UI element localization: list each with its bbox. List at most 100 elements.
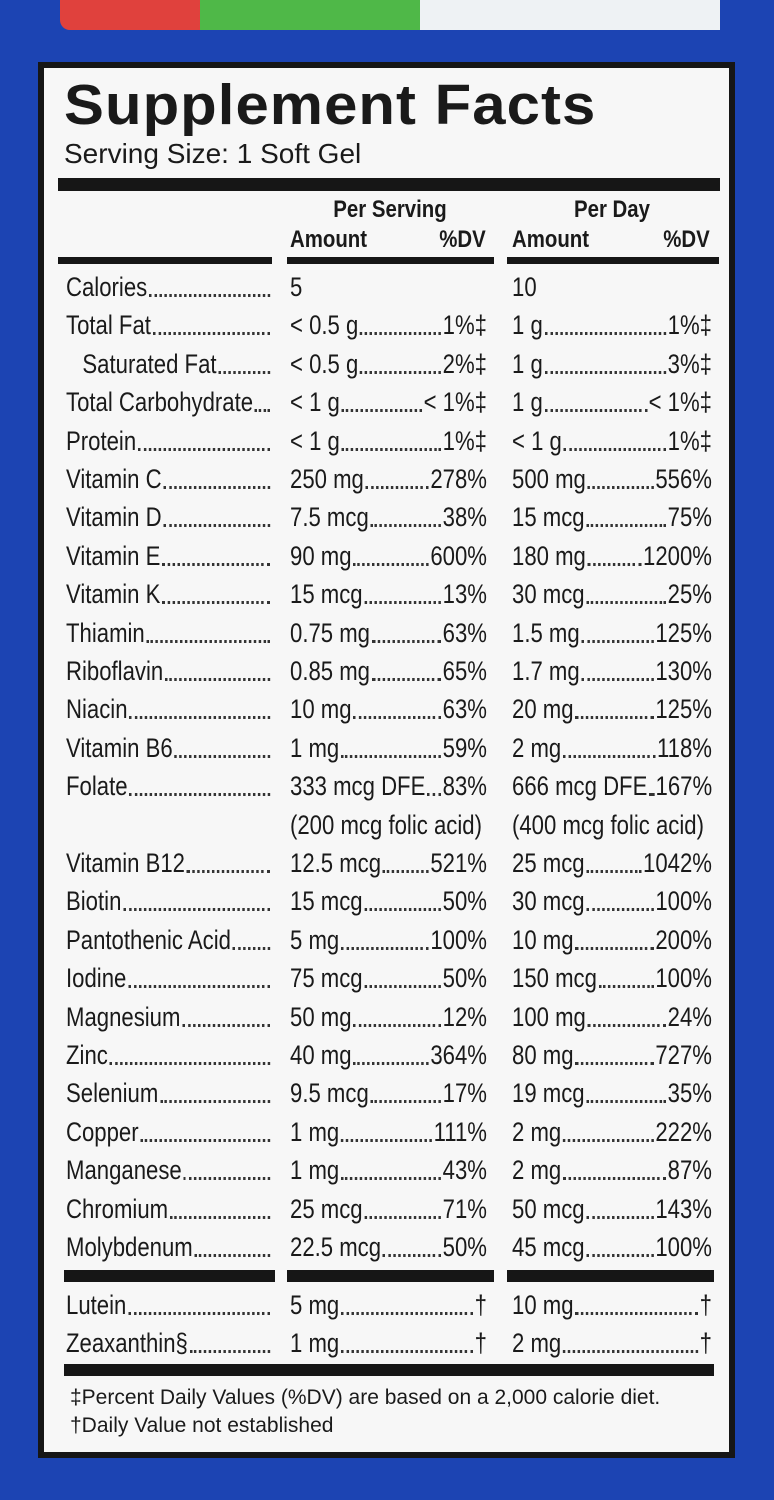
cell-inner: 100 mg 24% <box>512 998 712 1036</box>
dot-leader <box>586 1215 654 1219</box>
dot-leader <box>364 1215 442 1219</box>
cell: 20 mg 125% <box>512 690 712 728</box>
daily-value: 100% <box>655 886 712 917</box>
cell-inner: 2 mg 222% <box>512 1113 712 1151</box>
cell-inner: 1.7 mg 130% <box>512 652 712 690</box>
rule <box>507 257 719 264</box>
cell: 10 <box>512 268 712 306</box>
amount: 7.5 mcg <box>290 502 369 533</box>
cell-inner: Zinc <box>66 1036 272 1074</box>
dot-leader <box>218 370 271 374</box>
daily-value: 125% <box>655 694 712 725</box>
amount: < 1 g <box>290 387 340 418</box>
cell-inner: (400 mcg folic acid) <box>512 806 712 844</box>
cell-inner: 1 mg 43% <box>290 1151 487 1189</box>
amount: 0.85 mg <box>290 656 371 686</box>
cell-inner: Selenium <box>66 1074 272 1112</box>
cell-inner: 12.5 mcg 521% <box>290 844 487 882</box>
rule <box>287 257 494 264</box>
cell-inner: 22.5 mcg 50% <box>290 1228 487 1266</box>
cell-inner: Vitamin K <box>66 575 272 613</box>
daily-value: 118% <box>656 732 712 763</box>
cell-inner: 1 mg 59% <box>290 729 487 767</box>
amount: 90 mg <box>290 540 352 571</box>
cell: Manganese <box>66 1151 272 1189</box>
cell: 1.7 mg 130% <box>512 652 712 690</box>
amount: 1 mg <box>290 1116 340 1147</box>
cell: 5 mg † <box>290 1286 487 1324</box>
cell: 80 mg 727% <box>512 1036 712 1074</box>
cell-inner: 40 mg 364% <box>290 1036 487 1074</box>
amount: 30 mcg <box>512 886 585 917</box>
daily-value: † <box>474 1327 487 1358</box>
cell: 15 mcg 13% <box>290 575 487 613</box>
amount: 10 <box>512 272 537 302</box>
cell: 1.5 mg 125% <box>512 614 712 652</box>
amount: 25 mcg <box>290 1193 363 1224</box>
dot-leader <box>183 1177 271 1181</box>
dot-leader <box>353 1023 442 1027</box>
daily-value: 50% <box>442 1232 487 1262</box>
cell: 0.75 mg 63% <box>290 614 487 652</box>
cell: 10 mg 200% <box>512 921 712 959</box>
dot-leader <box>182 1023 271 1027</box>
dot-leader <box>581 639 654 643</box>
cell: 250 mg 278% <box>290 460 487 498</box>
cell-inner: Total Fat <box>66 306 272 344</box>
cell-inner: 250 mg 278% <box>290 460 487 498</box>
nutrient-name: Biotin <box>66 886 122 917</box>
cell: < 1 g 1%‡ <box>512 422 712 460</box>
cell: Selenium <box>66 1074 272 1112</box>
nutrient-name: Chromium <box>66 1193 169 1224</box>
daily-value: 2%‡ <box>442 348 487 379</box>
dot-leader <box>341 409 422 413</box>
cell: < 1 g 1%‡ <box>290 422 487 460</box>
daily-value: 13% <box>442 579 487 610</box>
cell: Molybdenum <box>66 1228 272 1266</box>
cell: 1 g 1%‡ <box>512 306 712 344</box>
cell-inner: 10 mg 200% <box>512 921 712 959</box>
cell-inner: Vitamin C <box>66 460 272 498</box>
cell-inner: 2 mg 87% <box>512 1151 712 1189</box>
footnote: †Daily Value not established <box>70 1414 334 1437</box>
dot-leader <box>340 1312 474 1315</box>
rule <box>58 257 272 264</box>
cell: 5 <box>290 268 487 306</box>
dot-leader <box>562 1349 699 1353</box>
dot-leader <box>159 1100 271 1104</box>
amount: 50 mcg <box>512 1193 585 1224</box>
nutrient-name: Vitamin D <box>66 502 162 533</box>
cell: Niacin <box>66 690 272 728</box>
cell-inner: 0.85 mg 65% <box>290 652 487 690</box>
cell-inner: 1 g 1%‡ <box>512 306 712 344</box>
cell: 30 mcg 25% <box>512 575 712 613</box>
dot-leader <box>598 985 654 989</box>
rule <box>58 178 720 191</box>
dot-leader <box>586 1100 667 1104</box>
cell-inner: Manganese <box>66 1151 272 1189</box>
cell-inner: 80 mg 727% <box>512 1036 712 1074</box>
cell-inner: < 1 g 1%‡ <box>512 422 712 460</box>
cell: 5 mg 100% <box>290 921 487 959</box>
cell-inner: 15 mcg 50% <box>290 882 487 920</box>
amount: 45 mcg <box>512 1232 585 1262</box>
cell-inner: 5 <box>290 268 487 306</box>
dot-leader <box>232 946 271 950</box>
rule <box>64 1270 275 1282</box>
cell-inner: Saturated Fat <box>66 345 272 383</box>
nutrient-name: Niacin <box>66 694 128 725</box>
daily-value: 125% <box>655 617 712 648</box>
cell-inner: 1.5 mg 125% <box>512 614 712 652</box>
dot-leader <box>364 985 442 989</box>
cell: 30 mcg 100% <box>512 882 712 920</box>
dot-leader <box>586 524 667 528</box>
dot-leader <box>163 486 271 489</box>
cell: 22.5 mcg 50% <box>290 1228 487 1266</box>
dot-leader <box>382 1254 442 1257</box>
cell: Zinc <box>66 1036 272 1074</box>
cell-inner: Protein <box>66 422 272 460</box>
amount: < 0.5 g <box>290 348 359 379</box>
dot-leader <box>340 946 429 950</box>
cell-inner: 15 mcg 13% <box>290 575 487 613</box>
nutrient-name: Manganese <box>66 1155 182 1186</box>
